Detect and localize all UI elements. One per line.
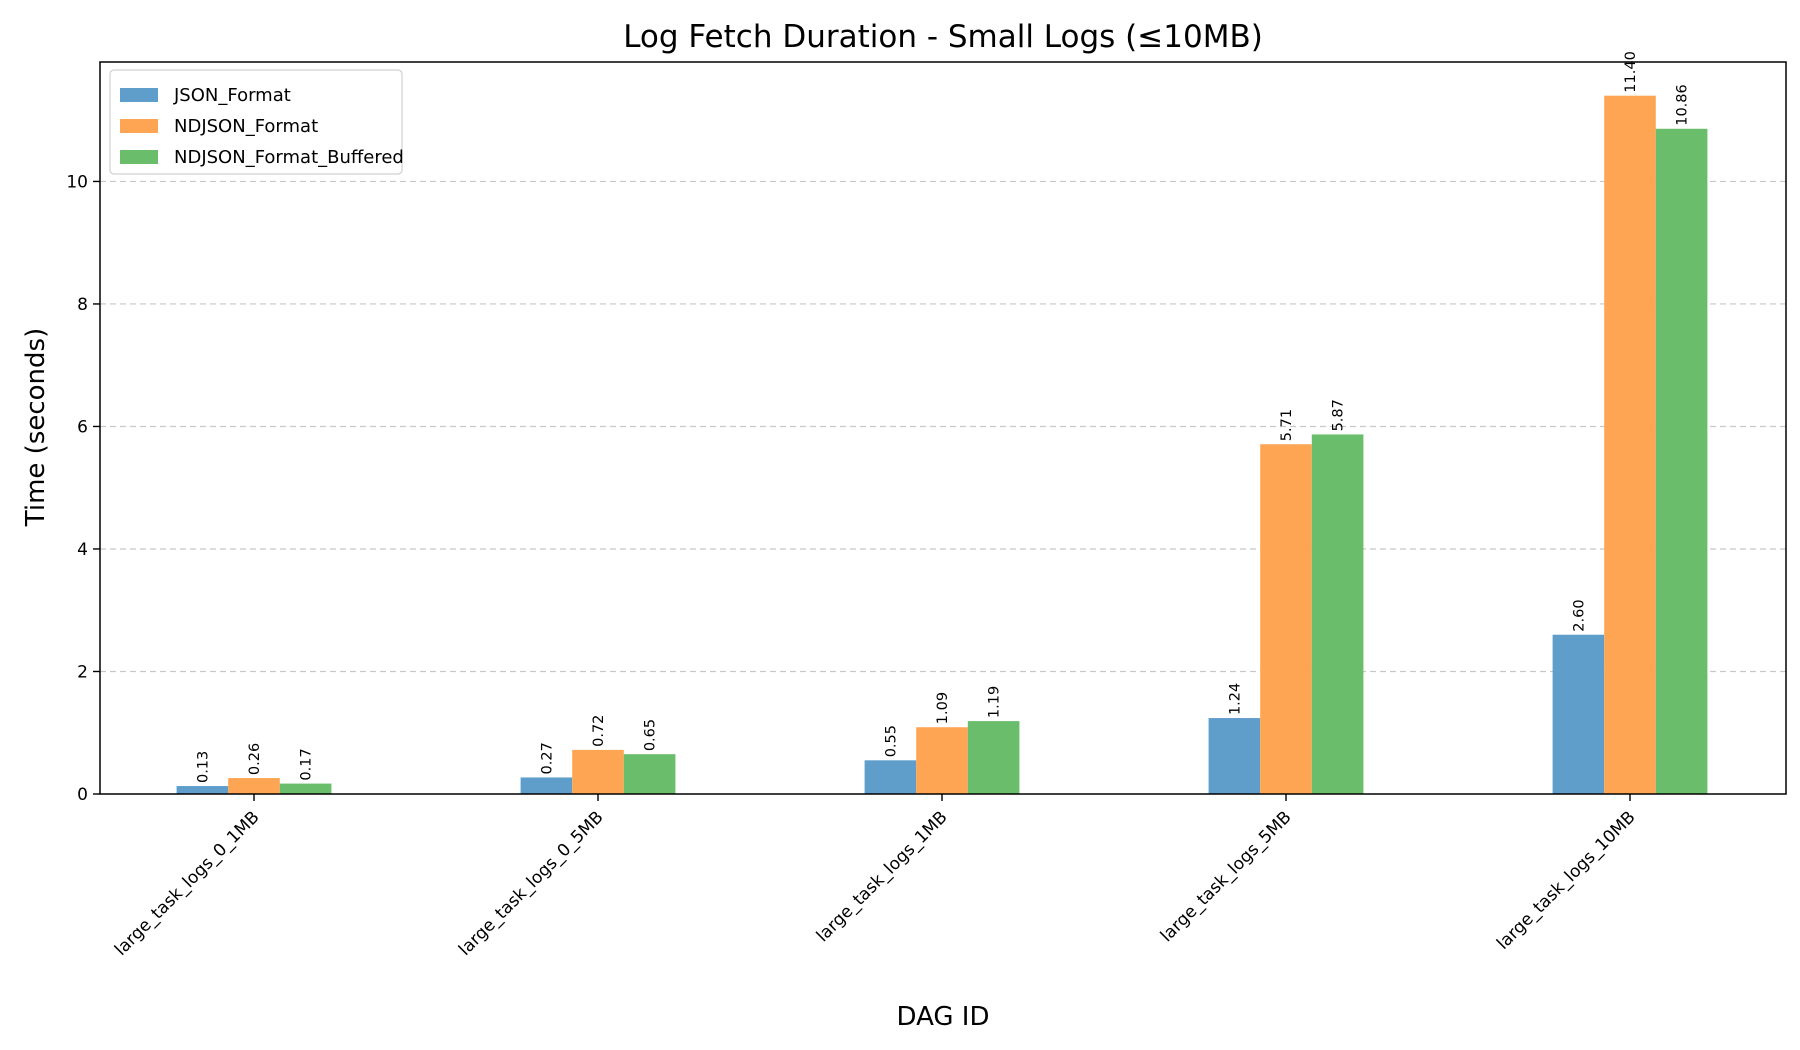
- bar-ndjson-format-1: [228, 778, 280, 794]
- legend-label: NDJSON_Format_Buffered: [174, 147, 404, 168]
- bar-value-label: 0.72: [591, 715, 607, 747]
- bar-json-format-5: [1552, 634, 1605, 794]
- bar-json-format-4: [1208, 718, 1261, 794]
- bar-ndjson-format-buffered-2: [623, 754, 676, 794]
- bar-value-label: 0.65: [643, 719, 659, 751]
- bar-value-label: 5.87: [1331, 399, 1347, 431]
- bar-json-format-2: [520, 777, 573, 794]
- legend-swatch: [120, 88, 158, 102]
- y-axis-label: Time (seconds): [21, 328, 51, 527]
- bar-ndjson-format-3: [916, 727, 968, 794]
- y-tick-label: 10: [66, 172, 88, 192]
- bar-value-label: 0.26: [247, 743, 263, 775]
- x-tick-label: large_task_logs_5MB: [1157, 807, 1296, 946]
- chart-title: Log Fetch Duration - Small Logs (≤10MB): [623, 19, 1263, 55]
- plot-frame: [99, 61, 1787, 795]
- bar-value-label: 0.17: [299, 748, 315, 780]
- bar-ndjson-format-buffered-4: [1311, 434, 1364, 794]
- x-tick-label: large_task_logs_10MB: [1493, 807, 1639, 953]
- bar-ndjson-format-buffered-5: [1655, 128, 1708, 795]
- bar-json-format-1: [176, 786, 229, 794]
- axes-group: 0 2 4 6 8 10 large_task_logs_0_1MB large_task_l…: [66, 61, 1787, 960]
- grid-lines: [100, 180, 1786, 673]
- x-axis-label: DAG ID: [897, 1002, 990, 1032]
- bar-value-label: 11.40: [1623, 51, 1639, 93]
- bar-ndjson-format-4: [1260, 444, 1312, 794]
- legend: JSON_Format NDJSON_Format NDJSON_Format_Bu…: [109, 69, 404, 175]
- bar-value-label: 0.55: [883, 725, 899, 757]
- legend-swatch: [120, 150, 158, 164]
- bar-ndjson-format-2: [572, 749, 624, 794]
- y-tick-label: 4: [77, 540, 88, 560]
- y-tick-label: 8: [77, 295, 88, 315]
- data-labels-group: 0.13 0.26 0.17 0.27 0.72 0.65 0.55 1.09 1.19 1.24…: [195, 51, 1690, 783]
- bar-value-label: 0.27: [539, 742, 555, 774]
- bar-value-label: 1.09: [935, 692, 951, 724]
- bar-value-label: 2.60: [1571, 599, 1587, 631]
- bar-json-format-3: [864, 760, 917, 794]
- bar-ndjson-format-buffered-1: [279, 783, 332, 794]
- x-tick-label: large_task_logs_0_5MB: [455, 807, 607, 959]
- legend-box: [109, 69, 403, 175]
- bar-value-label: 1.24: [1227, 683, 1243, 715]
- legend-label: NDJSON_Format: [174, 116, 318, 137]
- bar-value-label: 1.19: [987, 686, 1003, 718]
- bar-value-label: 10.86: [1675, 84, 1691, 126]
- bars-group: [176, 95, 1708, 795]
- bar-ndjson-format-5: [1604, 95, 1656, 795]
- bar-value-label: 5.71: [1279, 409, 1295, 441]
- y-tick-label: 2: [77, 662, 88, 682]
- bar-ndjson-format-buffered-3: [967, 721, 1020, 794]
- x-tick-label: large_task_logs_1MB: [813, 807, 952, 946]
- y-tick-label: 0: [77, 785, 88, 805]
- y-tick-label: 6: [77, 417, 88, 437]
- bar-value-label: 0.13: [195, 751, 211, 783]
- x-tick-label: large_task_logs_0_1MB: [111, 807, 263, 959]
- legend-swatch: [120, 119, 158, 133]
- legend-label: JSON_Format: [173, 85, 291, 106]
